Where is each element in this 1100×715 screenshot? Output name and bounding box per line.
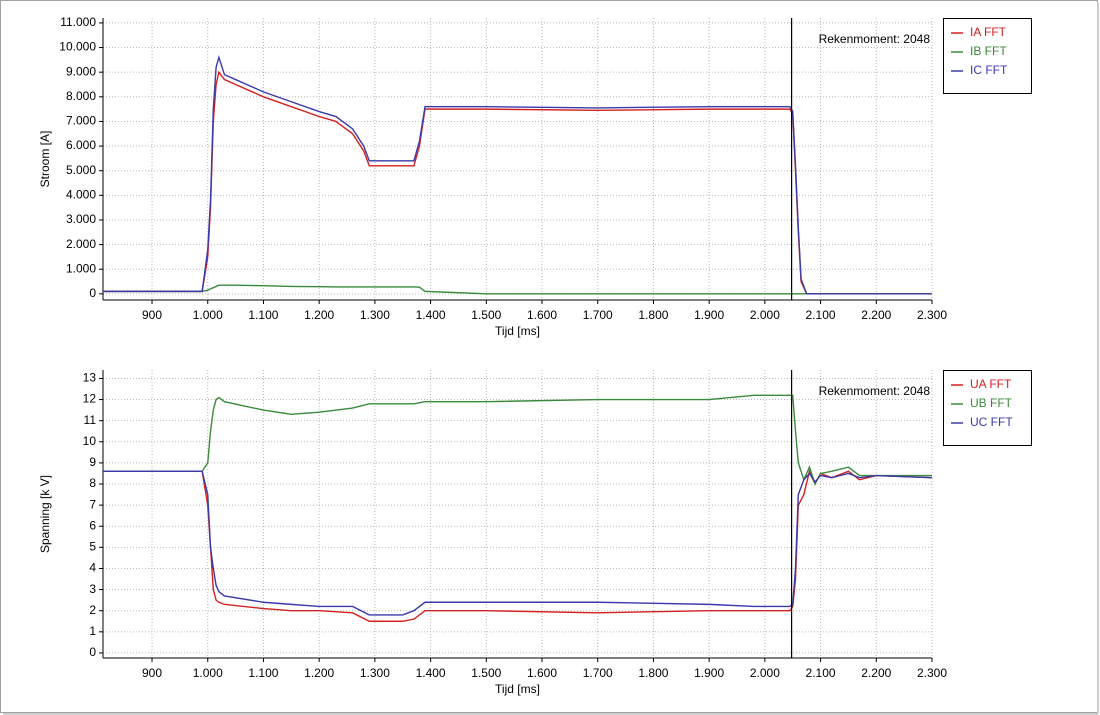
x-tick-label: 1.900 (694, 308, 724, 322)
x-tick-label: 2.100 (806, 308, 836, 322)
legend-label: IB FFT (970, 44, 1007, 58)
x-tick-label: 1.800 (638, 308, 668, 322)
x-tick-label: 1.100 (248, 666, 278, 680)
y-tick-label: 11 (84, 413, 97, 427)
y-tick-label: 4 (89, 561, 96, 575)
y-tick-label: 5 (89, 540, 96, 554)
x-tick-label: 1.300 (360, 308, 390, 322)
y-tick-label: 2 (89, 603, 96, 617)
y-tick-label: 2.000 (66, 237, 96, 251)
legend-box (943, 370, 1032, 446)
legend-label: UC FFT (970, 415, 1013, 429)
x-tick-label: 2.300 (917, 308, 947, 322)
legend-box (943, 18, 1032, 94)
y-tick-label: 0 (89, 645, 96, 659)
x-tick-label: 1.200 (304, 308, 334, 322)
cursor-annotation: Rekenmoment: 2048 (819, 384, 931, 398)
x-tick-label: 2.200 (861, 308, 891, 322)
legend-label: UB FFT (970, 396, 1013, 410)
legend-label: UA FFT (970, 377, 1012, 391)
y-tick-label: 9 (89, 455, 96, 469)
y-tick-label: 7 (89, 497, 96, 511)
x-tick-label: 2.300 (917, 666, 947, 680)
y-tick-label: 0 (89, 286, 96, 300)
y-tick-label: 6.000 (66, 138, 96, 152)
y-tick-label: 3.000 (66, 212, 96, 226)
y-tick-label: 10 (83, 434, 97, 448)
y-tick-label: 5.000 (66, 163, 96, 177)
x-tick-label: 900 (142, 308, 162, 322)
x-tick-label: 1.900 (694, 666, 724, 680)
x-tick-label: 1.300 (360, 666, 390, 680)
x-tick-label: 1.400 (416, 666, 446, 680)
x-tick-label: 2.100 (806, 666, 836, 680)
y-axis-label: Spanning [k V] (38, 475, 52, 553)
x-tick-label: 1.700 (583, 308, 613, 322)
x-tick-label: 1.000 (193, 666, 223, 680)
y-tick-label: 11.000 (60, 15, 96, 29)
y-tick-label: 13 (83, 371, 97, 385)
x-axis-label: Tijd [ms] (495, 324, 540, 338)
x-tick-label: 1.700 (583, 666, 613, 680)
y-tick-label: 3 (89, 582, 96, 596)
x-tick-label: 1.100 (248, 308, 278, 322)
x-tick-label: 1.600 (527, 666, 557, 680)
legend-label: IA FFT (970, 25, 1007, 39)
cursor-annotation: Rekenmoment: 2048 (819, 32, 931, 46)
x-tick-label: 2.200 (861, 666, 891, 680)
x-tick-label: 1.800 (638, 666, 668, 680)
y-tick-label: 6 (89, 518, 96, 532)
series-line (103, 54, 932, 295)
y-axis-label: Stroom [A] (38, 131, 52, 188)
x-tick-label: 1.500 (471, 666, 501, 680)
y-tick-label: 1 (89, 624, 96, 638)
x-tick-label: 1.200 (304, 666, 334, 680)
y-tick-label: 1.000 (66, 261, 96, 275)
x-tick-label: 2.000 (750, 308, 780, 322)
x-tick-label: 1.600 (527, 308, 557, 322)
x-tick-label: 1.400 (416, 308, 446, 322)
x-tick-label: 2.000 (750, 666, 780, 680)
y-tick-label: 8.000 (66, 89, 96, 103)
series-line (103, 470, 933, 616)
x-tick-label: 1.000 (193, 308, 223, 322)
y-tick-label: 4.000 (66, 187, 96, 201)
x-tick-label: 1.500 (471, 308, 501, 322)
legend-label: IC FFT (970, 63, 1008, 77)
x-tick-label: 900 (142, 666, 162, 680)
y-tick-label: 7.000 (66, 114, 96, 128)
x-axis-label: Tijd [ms] (495, 682, 540, 696)
series-line (103, 284, 932, 295)
y-tick-label: 12 (83, 392, 97, 406)
y-tick-label: 9.000 (66, 64, 96, 78)
y-tick-label: 8 (89, 476, 96, 490)
y-tick-label: 10.000 (59, 40, 96, 54)
